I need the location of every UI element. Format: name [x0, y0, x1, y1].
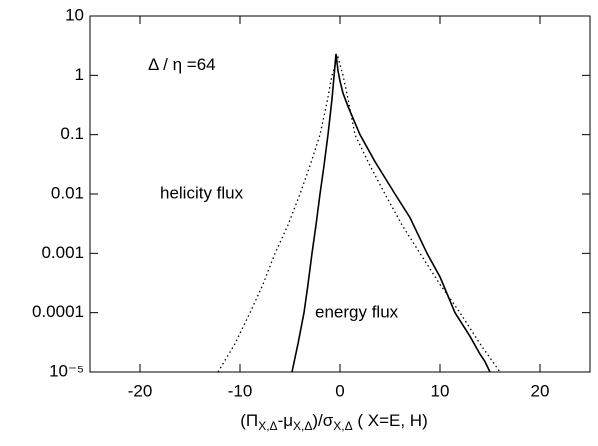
x-tick-label: 20	[531, 381, 550, 400]
x-axis-label: (ΠX,Δ-μX,Δ)/σX,Δ ( X=E, H)	[240, 411, 428, 433]
y-tick-label: 1	[75, 65, 84, 84]
x-axis-label-part: )/σ	[312, 411, 333, 430]
x-axis-label-part: (Π	[240, 411, 258, 430]
y-tick-label: 10⁻⁵	[49, 361, 84, 380]
y-tick-label: 0.01	[51, 183, 84, 202]
annotation: Δ / η =64	[148, 55, 216, 74]
x-axis-label-part: -μ	[278, 411, 293, 430]
x-tick-label: -10	[228, 381, 253, 400]
series-line	[291, 53, 491, 373]
series-line	[217, 55, 501, 373]
y-tick-label: 0.001	[41, 243, 84, 262]
x-axis-label-part: X,Δ	[258, 419, 277, 433]
annotation: helicity flux	[160, 183, 244, 202]
y-tick-label: 0.1	[60, 124, 84, 143]
x-axis-label-part: X,Δ	[293, 419, 312, 433]
y-tick-label: 0.0001	[32, 302, 84, 321]
x-tick-label: -20	[128, 381, 153, 400]
x-tick-label: 0	[335, 381, 344, 400]
x-axis-label-part: ( X=E, H)	[353, 411, 428, 430]
x-tick-label: 10	[431, 381, 450, 400]
y-tick-label: 10	[65, 5, 84, 24]
annotation: energy flux	[315, 302, 399, 321]
x-axis-label-part: X,Δ	[333, 419, 352, 433]
